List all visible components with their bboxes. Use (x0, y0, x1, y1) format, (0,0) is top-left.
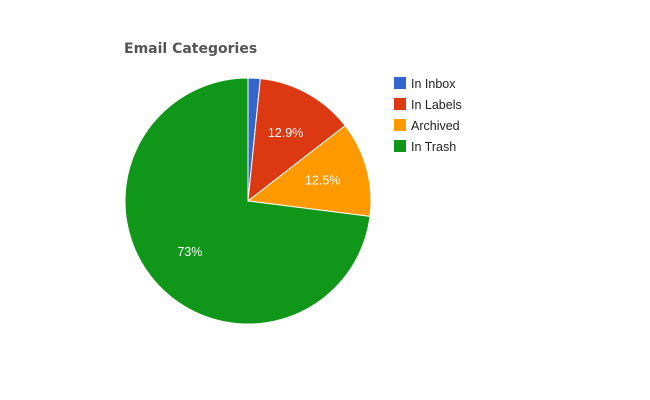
slice-label-archived: 12.5% (305, 174, 340, 188)
pie-slice-in-labels[interactable] (247, 78, 346, 203)
legend-label-in-labels[interactable]: In Labels (411, 98, 462, 112)
legend-label-archived[interactable]: Archived (411, 119, 460, 133)
slice-labels: 12.9% 12.5% 73% (177, 126, 340, 259)
pie-slice-in-trash[interactable] (124, 77, 371, 325)
chart-title: Email Categories (124, 41, 257, 57)
legend-label-in-trash[interactable]: In Trash (411, 140, 456, 154)
slice-label-in-trash: 73% (177, 245, 202, 259)
pie-slices (124, 77, 372, 325)
legend-swatch-in-trash (394, 140, 406, 152)
legend-swatch-in-inbox (394, 77, 406, 89)
pie-slice-archived[interactable] (246, 124, 372, 217)
legend-swatch-in-labels (394, 98, 406, 110)
legend-label-in-inbox[interactable]: In Inbox (411, 77, 456, 91)
slice-label-in-labels: 12.9% (268, 126, 303, 140)
legend: In Inbox In Labels Archived In Trash (394, 77, 462, 154)
legend-swatch-archived (394, 119, 406, 131)
